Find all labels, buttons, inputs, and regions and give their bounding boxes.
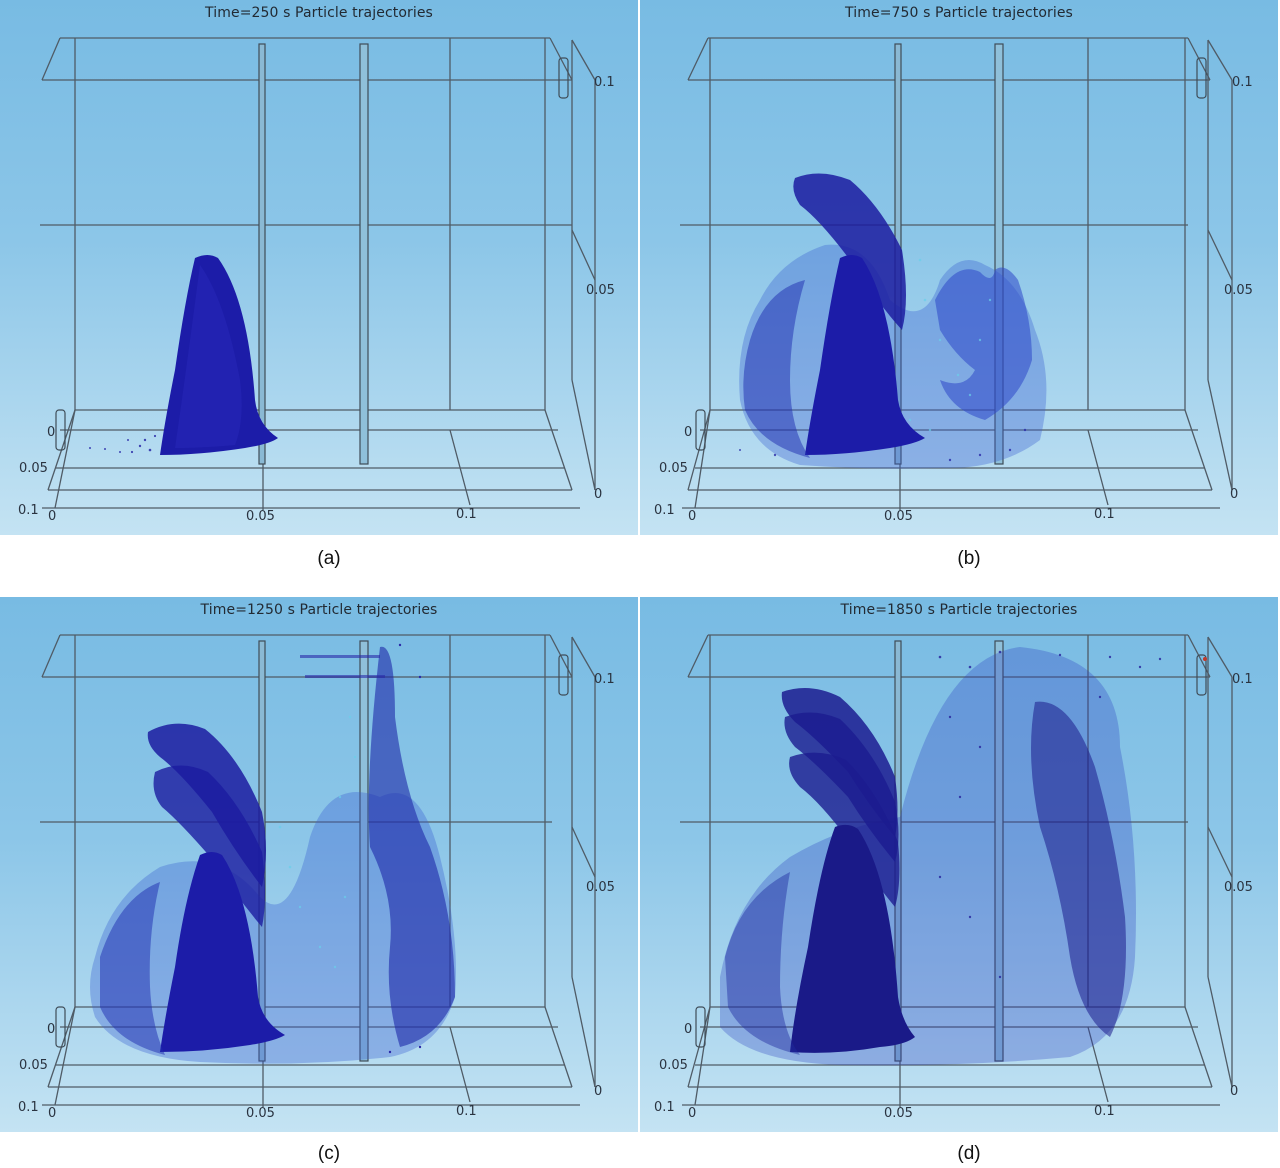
- panel-caption-d: (d): [957, 1143, 981, 1164]
- svg-text:0.1: 0.1: [1094, 507, 1115, 522]
- svg-text:0.05: 0.05: [1224, 283, 1253, 298]
- svg-text:0.05: 0.05: [884, 1106, 913, 1121]
- baffle-right: [994, 43, 1004, 465]
- axis-ticks: 0 0.05 0.1 0 0.05 0.1 0 0.05 0.1: [18, 672, 615, 1121]
- panel-d: Time=1850 s Particle trajectories: [640, 597, 1278, 1132]
- svg-text:0.05: 0.05: [884, 509, 913, 524]
- panel-c: Time=1250 s Particle trajectories: [0, 597, 638, 1132]
- svg-text:0: 0: [1230, 487, 1238, 502]
- svg-text:0.1: 0.1: [594, 672, 615, 687]
- panel-title: Time=1250 s Particle trajectories: [200, 602, 438, 618]
- domain-box: [40, 37, 596, 510]
- panel-title: Time=250 s Particle trajectories: [205, 5, 433, 21]
- baffle-right: [359, 640, 369, 1062]
- svg-text:0: 0: [47, 425, 55, 440]
- svg-text:0.1: 0.1: [456, 507, 477, 522]
- outlet-port: [1196, 57, 1207, 99]
- panel-caption-a: (a): [317, 548, 341, 569]
- svg-text:0.05: 0.05: [659, 461, 688, 476]
- inlet-port: [55, 1006, 66, 1048]
- panel-title: Time=750 s Particle trajectories: [845, 5, 1073, 21]
- svg-text:0.05: 0.05: [586, 283, 615, 298]
- svg-text:0.05: 0.05: [19, 1058, 48, 1073]
- svg-text:0.05: 0.05: [586, 880, 615, 895]
- svg-text:0: 0: [688, 1106, 696, 1121]
- svg-text:0: 0: [684, 425, 692, 440]
- axis-ticks: 0 0.05 0.1 0 0.05 0.1 0 0.05 0.1: [654, 75, 1253, 524]
- particle-plot-3d: 0 0.05 0.1 0 0.05 0.1 0 0.05 0.1: [18, 37, 615, 524]
- svg-text:0: 0: [688, 509, 696, 524]
- svg-text:0.05: 0.05: [19, 461, 48, 476]
- particle-cloud: [739, 173, 1047, 469]
- panel-caption-c: (c): [317, 1143, 341, 1164]
- panel-caption-b: (b): [957, 548, 981, 569]
- particle-cloud: [720, 647, 1162, 1066]
- outlet-port: [1196, 654, 1207, 696]
- baffle-right: [359, 43, 369, 465]
- svg-text:0: 0: [48, 1106, 56, 1121]
- svg-text:0.1: 0.1: [456, 1104, 477, 1119]
- svg-text:0.05: 0.05: [659, 1058, 688, 1073]
- svg-text:0.1: 0.1: [1232, 75, 1253, 90]
- svg-text:0.1: 0.1: [1232, 672, 1253, 687]
- axis-ticks: 0 0.05 0.1 0 0.05 0.1 0 0.05 0.1: [654, 672, 1253, 1121]
- svg-text:0.1: 0.1: [1094, 1104, 1115, 1119]
- inlet-port: [695, 409, 706, 451]
- panel-b: Time=750 s Particle trajectories: [640, 0, 1278, 535]
- svg-text:0: 0: [594, 487, 602, 502]
- svg-text:0.1: 0.1: [18, 1100, 39, 1115]
- svg-text:0.05: 0.05: [246, 1106, 275, 1121]
- svg-text:0: 0: [1230, 1084, 1238, 1099]
- baffle-right: [994, 640, 1004, 1062]
- baffle-left: [258, 43, 266, 465]
- inlet-port: [55, 409, 66, 451]
- svg-text:0: 0: [684, 1022, 692, 1037]
- outlet-port: [558, 654, 569, 696]
- svg-text:0.05: 0.05: [1224, 880, 1253, 895]
- particle-cloud: [90, 643, 456, 1064]
- particle-plot-3d: 0 0.05 0.1 0 0.05 0.1 0 0.05 0.1: [654, 634, 1253, 1121]
- particle-plot-3d: 0 0.05 0.1 0 0.05 0.1 0 0.05 0.1: [18, 634, 615, 1121]
- svg-text:0: 0: [47, 1022, 55, 1037]
- svg-text:0.1: 0.1: [654, 503, 675, 518]
- panel-title: Time=1850 s Particle trajectories: [840, 602, 1078, 618]
- outlet-port: [558, 57, 569, 99]
- svg-text:0: 0: [594, 1084, 602, 1099]
- particle-cloud: [89, 255, 278, 455]
- svg-text:0.05: 0.05: [246, 509, 275, 524]
- axis-ticks: 0 0.05 0.1 0 0.05 0.1 0 0.05 0.1: [18, 75, 615, 524]
- particle-plot-3d: 0 0.05 0.1 0 0.05 0.1 0 0.05 0.1: [654, 37, 1253, 524]
- panel-a: Time=250 s Particle trajectories: [0, 0, 638, 535]
- svg-text:0.1: 0.1: [18, 503, 39, 518]
- svg-text:0: 0: [48, 509, 56, 524]
- inlet-port: [695, 1006, 706, 1048]
- svg-text:0.1: 0.1: [654, 1100, 675, 1115]
- svg-text:0.1: 0.1: [594, 75, 615, 90]
